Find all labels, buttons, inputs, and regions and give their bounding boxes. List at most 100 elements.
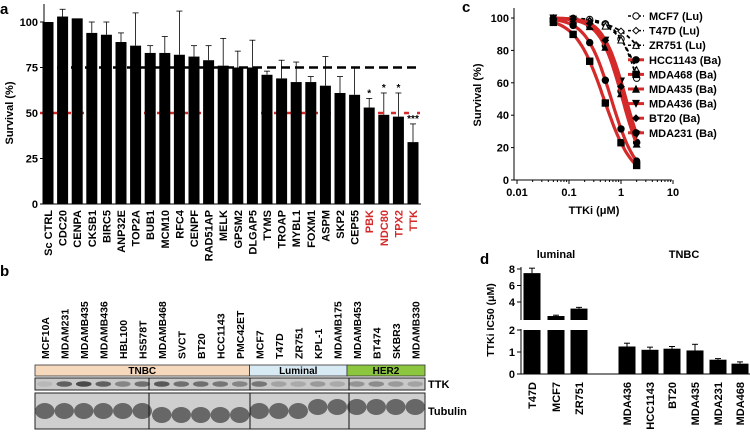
data-point: [585, 38, 594, 47]
bar-cdc20: [57, 16, 69, 205]
cell-line-label: MDAMB330: [410, 301, 422, 359]
legend-label: MDA231 (Ba): [649, 128, 717, 140]
panel-label-b: b: [0, 263, 9, 280]
legend-marker: [631, 84, 641, 93]
bar-ttk: [407, 142, 419, 204]
x-tick-label: MCM10: [160, 210, 172, 249]
row-label-tubulin: Tubulin: [428, 406, 467, 418]
cell-line-label: HCC1143: [215, 313, 227, 359]
tubulin-band: [366, 399, 386, 415]
x-tick-label: ASPM: [320, 210, 332, 242]
data-point: [601, 99, 610, 107]
legend-label: HCC1143 (Ba): [649, 55, 721, 67]
x-tick-label: CDC20: [58, 210, 70, 246]
data-point: [585, 57, 594, 65]
x-tick-label: MDA231: [713, 382, 725, 425]
x-tick-label: ZR751: [574, 382, 586, 415]
tubulin-band: [405, 399, 425, 415]
cell-line-label: PMC42ET: [235, 310, 247, 359]
tubulin-band: [54, 403, 74, 419]
bar-skp2: [334, 92, 346, 204]
tubulin-band: [210, 407, 230, 423]
bar-mda436: [618, 346, 636, 374]
bar-cenpa: [71, 18, 83, 204]
y-tick-label: 40: [497, 110, 509, 122]
legend-marker: [632, 12, 640, 20]
x-tick-label: RAD51AP: [204, 210, 216, 261]
x-tick-label: 10: [667, 187, 679, 199]
panel-label-c: c: [462, 0, 470, 16]
significance-marker: *: [367, 88, 371, 99]
ttk-band: [348, 381, 365, 387]
x-tick-label: MDA436: [622, 382, 634, 425]
cell-line-label: MCF7: [254, 330, 266, 359]
y-tick-label: 0: [503, 175, 509, 187]
x-tick-label: CKSB1: [87, 210, 99, 247]
legend-label: MDA468 (Ba): [649, 69, 717, 81]
subtype-label: TNBC: [128, 366, 156, 377]
bar-cksb1: [86, 32, 98, 204]
data-point: [585, 19, 594, 28]
data-point: [616, 35, 626, 44]
legend-marker: [632, 129, 640, 137]
x-tick-label: FOXM1: [306, 210, 318, 248]
cell-line-label: ZR751: [293, 327, 305, 359]
ttk-band: [173, 381, 190, 387]
x-tick-label: MYBL1: [291, 210, 303, 247]
cell-line-label: HBL100: [118, 320, 130, 359]
x-tick-label: MDA468: [735, 382, 747, 425]
data-point: [617, 27, 625, 36]
bar-top2a: [130, 45, 142, 204]
ttk-band: [387, 381, 404, 387]
legend-label: MCF7 (Lu): [649, 11, 703, 23]
y-tick-label: 4: [509, 297, 516, 309]
x-tick-label: RFC4: [174, 209, 186, 239]
bar-aspm: [319, 85, 331, 204]
y-tick-label: 6: [509, 281, 515, 293]
legend-label: BT20 (Ba): [649, 113, 701, 125]
bar-bub1: [144, 52, 156, 204]
panel-label-a: a: [0, 1, 9, 18]
cell-line-label: MCF10A: [40, 317, 52, 359]
subtype-label: HER2: [373, 366, 400, 377]
x-tick-label: CEP55: [350, 210, 362, 245]
x-tick-label: NDC80: [379, 210, 391, 246]
y-tick-label: 80: [497, 45, 509, 57]
y-tick-label: 100: [491, 13, 509, 25]
bar-mybl1: [290, 82, 302, 204]
bar-troap: [276, 78, 288, 204]
ttk-band: [95, 381, 112, 387]
data-point: [617, 125, 625, 133]
x-tick-label: DLGAP5: [247, 210, 259, 255]
legend-marker: [631, 99, 641, 108]
x-tick-label: BIRC5: [101, 210, 113, 243]
y-tick-label: 100: [20, 17, 38, 29]
y-tick-label: 20: [497, 143, 509, 155]
tubulin-band: [249, 403, 269, 419]
ttk-band: [75, 381, 92, 387]
bar-rad51ap: [203, 60, 215, 204]
x-tick-label: PBK: [364, 210, 376, 233]
cell-line-label: MDAMB453: [352, 301, 364, 359]
tubulin-band: [171, 407, 191, 423]
bar-zr751-upper: [570, 308, 588, 320]
curve-hcc1143: [553, 16, 639, 143]
x-tick-label: 0.1: [561, 187, 576, 199]
legend-label: ZR751 (Lu): [649, 40, 706, 52]
bar-tpx2: [392, 116, 404, 204]
bar-cep55: [349, 94, 361, 204]
bar-tyms: [261, 74, 273, 204]
x-tick-label: TTK: [408, 210, 420, 231]
data-point: [617, 139, 625, 147]
x-tick-label: TPX2: [393, 210, 405, 238]
y-tick-label: 1: [509, 347, 515, 359]
ttk-band: [270, 381, 287, 387]
bar-t47d-upper: [523, 273, 541, 320]
y-axis-title: Survival (%): [4, 81, 16, 144]
x-tick-label: TOP2A: [131, 210, 143, 247]
legend-label: MDA435 (Ba): [649, 84, 717, 96]
x-tick-label: BUB1: [145, 210, 157, 240]
bar-ndc80: [378, 114, 390, 204]
legend-marker: [632, 114, 640, 123]
bar-zr751-lower: [570, 330, 588, 374]
